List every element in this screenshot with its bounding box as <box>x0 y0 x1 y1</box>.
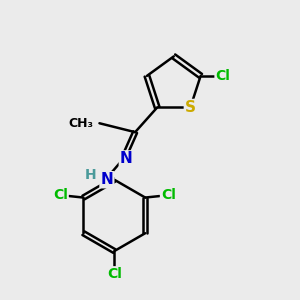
Text: N: N <box>100 172 113 187</box>
Text: S: S <box>185 100 196 115</box>
Text: CH₃: CH₃ <box>68 117 94 130</box>
Text: Cl: Cl <box>161 188 176 202</box>
Text: Cl: Cl <box>53 188 68 202</box>
Text: Cl: Cl <box>107 267 122 281</box>
Text: Cl: Cl <box>215 69 230 83</box>
Text: H: H <box>85 168 96 182</box>
Text: N: N <box>120 152 133 166</box>
